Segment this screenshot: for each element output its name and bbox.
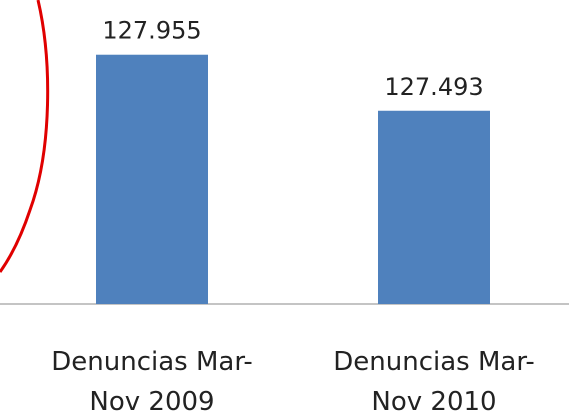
red-circle-annotation <box>0 0 50 273</box>
x-tick-label: Denuncias Mar-Nov 2010 <box>333 347 535 416</box>
data-label: 127.955 <box>102 17 201 45</box>
data-label: 127.493 <box>384 73 483 101</box>
bar <box>96 54 208 304</box>
bar <box>378 110 490 304</box>
x-tick-label: Denuncias Mar-Nov 2009 <box>51 347 253 416</box>
